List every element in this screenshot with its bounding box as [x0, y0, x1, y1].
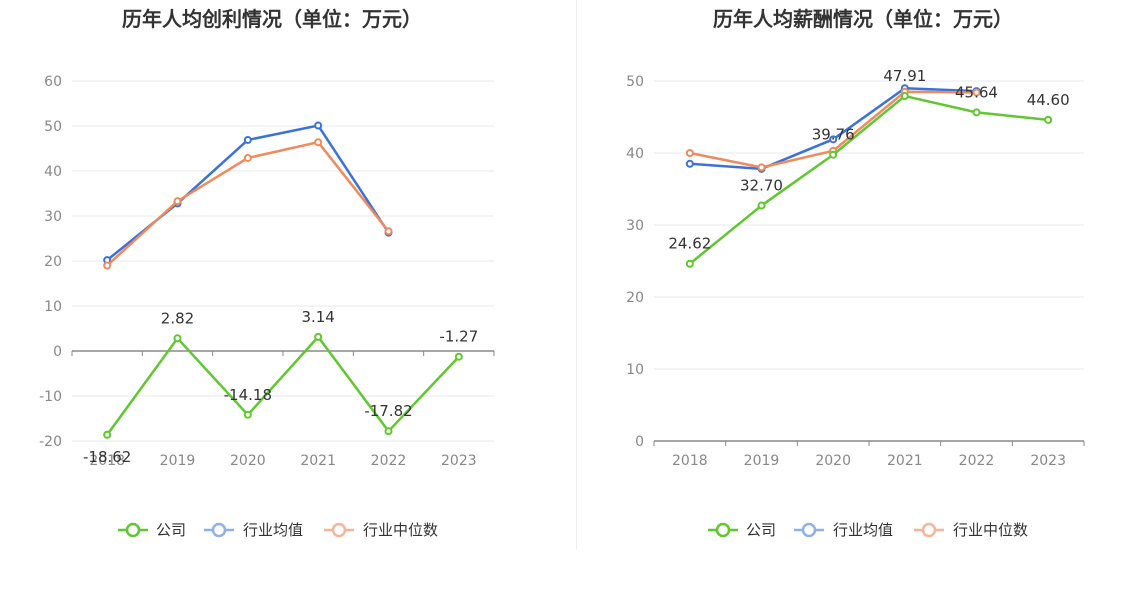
data-point[interactable] [314, 332, 323, 341]
y-tick-label: 10 [626, 362, 644, 378]
data-label: 3.14 [301, 308, 334, 326]
data-point[interactable] [454, 352, 463, 361]
data-label: -18.62 [83, 448, 131, 466]
data-label: -17.82 [364, 402, 412, 420]
data-point[interactable] [243, 410, 252, 419]
data-point[interactable] [243, 153, 252, 162]
data-point[interactable] [173, 197, 182, 206]
series-company: -18.62 2.82 -14.18 3.14 -17.82 -1.27 [83, 308, 478, 466]
data-point[interactable] [972, 108, 981, 117]
data-label: 45.64 [955, 83, 998, 101]
legend-item-industry-median[interactable]: 行业中位数 [914, 521, 1028, 539]
x-tick-label: 2023 [441, 453, 477, 469]
data-point[interactable] [384, 227, 393, 236]
x-tick-label: 2018 [89, 453, 125, 469]
svg-text:行业均值: 行业均值 [833, 521, 893, 539]
y-tick-label: 50 [44, 119, 62, 135]
series-line [106, 335, 460, 436]
svg-text:行业中位数: 行业中位数 [363, 521, 438, 539]
data-point[interactable] [103, 430, 112, 439]
y-tick-label: -20 [39, 434, 62, 450]
legend-item-industry-median[interactable]: 行业中位数 [324, 521, 438, 539]
data-point[interactable] [829, 150, 838, 159]
data-point[interactable] [972, 88, 981, 97]
y-tick-label: 10 [44, 299, 62, 315]
legend[interactable]: 公司 行业均值 行业中位数 [118, 521, 438, 539]
data-point[interactable] [314, 138, 323, 147]
y-tick-label: 40 [626, 146, 644, 162]
y-tick-label: 50 [626, 74, 644, 90]
y-tick-label: 60 [44, 74, 62, 90]
series-industry-median [103, 138, 393, 270]
y-tick-label: 30 [44, 209, 62, 225]
y-tick-label: 20 [44, 254, 62, 270]
profit-chart-panel: 历年人均创利情况（单位：万元） 公司 行业均值 行业中位数 60 50 40 30 20… [39, 7, 495, 539]
data-label: -14.18 [224, 386, 272, 404]
salary-chart-panel: 历年人均薪酬情况（单位：万元） 公司 行业均值 行业中位数 50 40 30 20 10… [574, 0, 1148, 589]
data-point[interactable] [173, 334, 182, 343]
series-industry-avg [103, 121, 393, 265]
data-label: 47.91 [883, 67, 926, 85]
x-tick-labels: 2018 2019 2020 2021 2022 2023 [89, 453, 476, 469]
data-point[interactable] [685, 259, 694, 268]
legend-item-company[interactable]: 公司 [708, 521, 776, 539]
series-line [689, 94, 1049, 265]
series-line [106, 124, 390, 262]
legend-item-industry-avg[interactable]: 行业均值 [204, 521, 303, 539]
x-tick-label: 2019 [160, 453, 196, 469]
y-gridlines: 50 40 30 20 10 0 [626, 74, 1085, 450]
data-label: 24.62 [668, 235, 711, 253]
y-tick-label: 20 [626, 290, 644, 306]
data-point[interactable] [757, 201, 766, 210]
data-label: -1.27 [439, 328, 478, 346]
data-point[interactable] [757, 163, 766, 172]
x-tick-label: 2023 [1030, 453, 1066, 469]
data-point[interactable] [685, 149, 694, 157]
profit-chart-title: 历年人均创利情况（单位：万元） [122, 7, 422, 31]
data-label: 2.82 [161, 309, 194, 327]
y-tick-label: 30 [626, 218, 644, 234]
x-tick-label: 2022 [371, 453, 407, 469]
x-tick-label: 2018 [672, 453, 708, 469]
legend-item-industry-avg[interactable]: 行业均值 [794, 521, 893, 539]
data-point[interactable] [685, 159, 694, 168]
data-point[interactable] [900, 92, 909, 101]
x-tick-label: 2022 [959, 453, 995, 469]
data-label: 44.60 [1027, 91, 1070, 109]
y-tick-label: 40 [44, 164, 62, 180]
series-company: 24.62 32.70 39.76 47.91 45.64 44.60 [668, 67, 1070, 268]
data-point[interactable] [1044, 115, 1053, 124]
svg-text:行业中位数: 行业中位数 [953, 521, 1028, 539]
y-gridlines: 60 50 40 30 20 10 0 -10 -20 [39, 74, 495, 450]
data-point[interactable] [384, 427, 393, 436]
salary-chart-title: 历年人均薪酬情况（单位：万元） [713, 7, 1013, 31]
x-tick-label: 2020 [815, 453, 851, 469]
x-tick-label: 2021 [300, 453, 336, 469]
svg-text:公司: 公司 [746, 521, 776, 539]
x-tick-label: 2019 [744, 453, 780, 469]
data-label: 39.76 [812, 126, 855, 144]
data-point[interactable] [314, 121, 323, 130]
legend[interactable]: 公司 行业均值 行业中位数 [708, 521, 1028, 539]
data-point[interactable] [829, 135, 838, 144]
data-label: 32.70 [740, 177, 783, 195]
data-point[interactable] [243, 135, 252, 144]
panel-divider [576, 0, 577, 550]
y-tick-label: 0 [635, 434, 644, 450]
svg-text:行业均值: 行业均值 [243, 521, 303, 539]
y-tick-label: 0 [53, 344, 62, 360]
legend-item-company[interactable]: 公司 [118, 521, 186, 539]
x-tick-label: 2021 [887, 453, 923, 469]
y-tick-label: -10 [39, 389, 62, 405]
x-tick-labels: 2018 2019 2020 2021 2022 2023 [672, 453, 1066, 469]
svg-text:公司: 公司 [156, 521, 186, 539]
salary-chart: 历年人均薪酬情况（单位：万元） 公司 行业均值 行业中位数 50 40 30 20 10… [626, 7, 1085, 539]
x-tick-label: 2020 [230, 453, 266, 469]
data-point[interactable] [103, 261, 112, 270]
profit-chart: 历年人均创利情况（单位：万元） 公司 行业均值 行业中位数 60 50 40 30 20… [39, 7, 495, 539]
